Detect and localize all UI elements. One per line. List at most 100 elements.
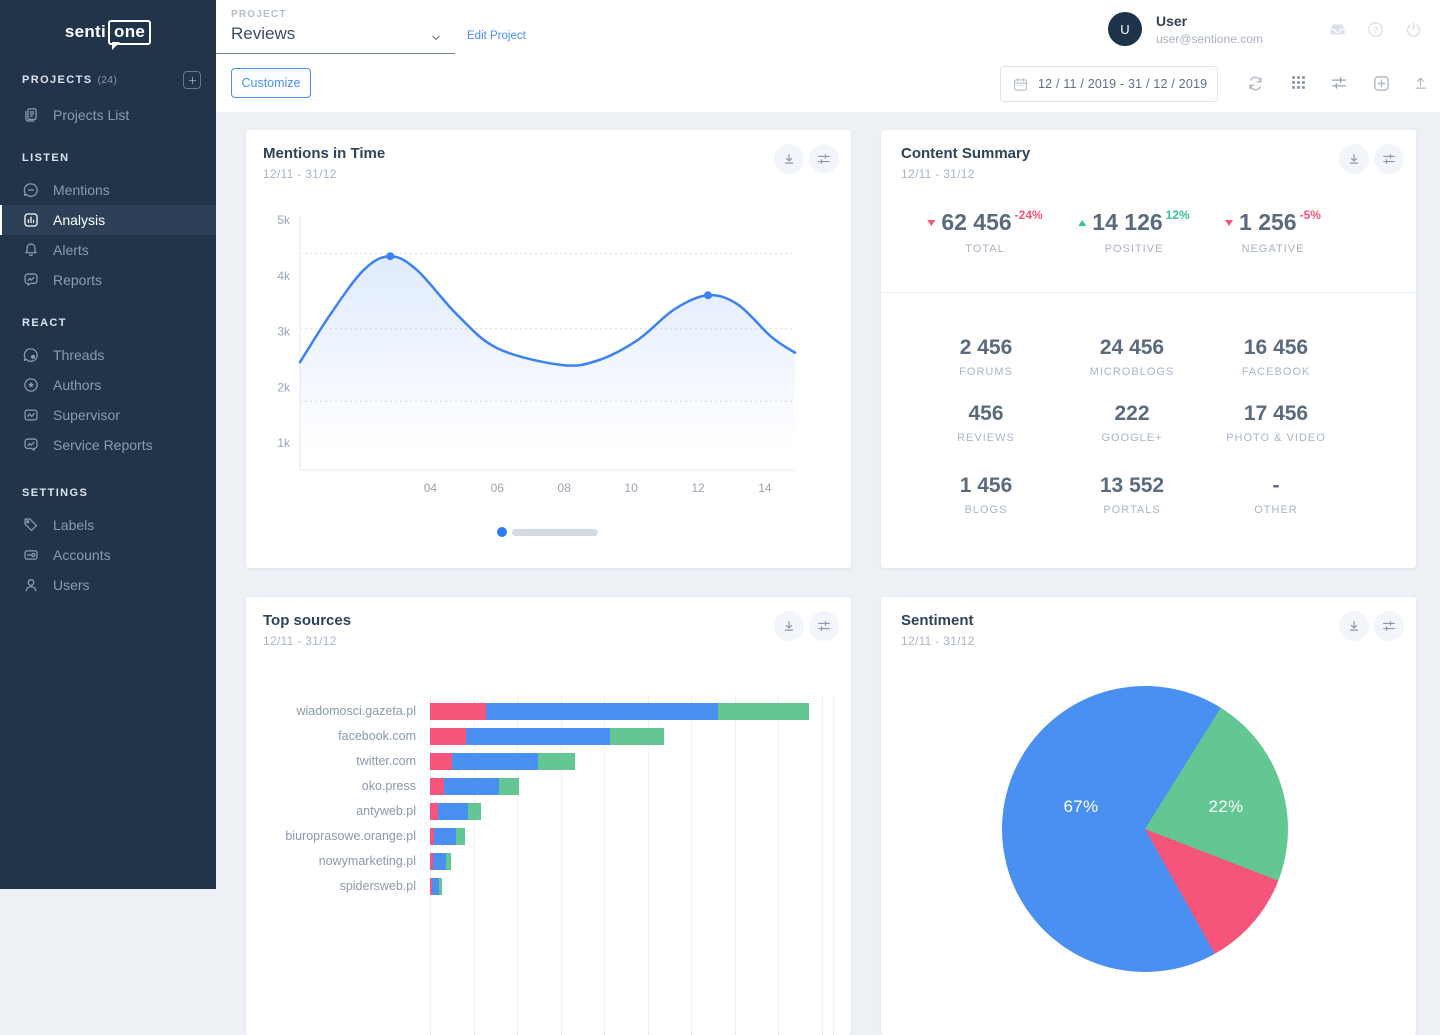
stat-blogs: 1 456 BLOGS <box>960 474 1013 516</box>
trend-down-icon <box>927 220 936 226</box>
carousel-scrollbar[interactable] <box>512 529 598 536</box>
grid-view-icon[interactable] <box>1290 74 1307 91</box>
card-date-range: 12/11 - 31/12 <box>901 634 975 648</box>
bar-segment-neutral <box>486 703 718 720</box>
add-project-button[interactable] <box>183 71 201 89</box>
stat-value: 1 456 <box>959 474 1013 497</box>
customize-button[interactable]: Customize <box>231 68 311 98</box>
sentiment-card: Sentiment 12/11 - 31/12 67% 22% <box>881 597 1416 1035</box>
gridline <box>517 695 518 1035</box>
stacked-bar[interactable] <box>430 803 481 820</box>
source-label: antyweb.pl <box>356 804 416 818</box>
source-label: nowymarketing.pl <box>318 854 416 868</box>
sidebar-item-supervisor[interactable]: Supervisor <box>0 400 216 430</box>
stacked-bar[interactable] <box>430 778 519 795</box>
sidebar-item-authors[interactable]: Authors <box>0 370 216 400</box>
sidebar-item-analysis[interactable]: Analysis <box>0 205 216 235</box>
download-icon[interactable] <box>1339 611 1369 641</box>
stacked-bar[interactable] <box>430 878 442 895</box>
stat-value: 13 552 <box>1099 474 1165 497</box>
source-row: facebook.com <box>246 724 851 749</box>
bar-segment-positive <box>439 878 442 895</box>
sidebar-item-projects-list[interactable]: Projects List <box>0 100 216 130</box>
widget-settings-icon[interactable] <box>1374 144 1404 174</box>
sidebar-item-label: Analysis <box>53 212 106 228</box>
section-react: REACT <box>22 317 67 329</box>
bar-segment-neutral <box>434 828 456 845</box>
sidebar-item-users[interactable]: Users <box>0 570 216 600</box>
sidebar-item-accounts[interactable]: Accounts <box>0 540 216 570</box>
user-menu[interactable]: U User user@sentione.com <box>1108 12 1263 46</box>
project-select[interactable]: PROJECT Reviews <box>216 0 455 54</box>
sidebar-item-reports[interactable]: Reports <box>0 265 216 295</box>
download-icon[interactable] <box>774 144 804 174</box>
y-axis-tick: 1k <box>277 436 291 450</box>
stacked-bar[interactable] <box>430 853 451 870</box>
data-point-marker[interactable] <box>704 291 712 300</box>
bar-segment-positive <box>456 828 465 845</box>
gridline <box>691 695 692 1035</box>
kpi-value-row: 62 456 -24% <box>927 208 1043 236</box>
add-widget-icon[interactable] <box>1372 74 1391 93</box>
date-range-picker[interactable]: 12 / 11 / 2019 - 31 / 12 / 2019 <box>1000 66 1218 102</box>
widget-settings-icon[interactable] <box>809 611 839 641</box>
source-row: spidersweb.pl <box>246 874 851 899</box>
edit-project-link[interactable]: Edit Project <box>467 30 526 42</box>
person-icon <box>25 579 37 592</box>
divider <box>881 292 1416 293</box>
inbox-icon[interactable] <box>1328 20 1347 39</box>
card-title: Mentions in Time <box>263 145 386 162</box>
bar-segment-neutral <box>433 853 446 870</box>
sidebar-item-mentions[interactable]: Mentions <box>0 175 216 205</box>
stat-label: FACEBOOK <box>1241 366 1311 378</box>
top-bar: PROJECT Reviews Edit Project U User user… <box>216 0 1440 112</box>
top-sources-card: Top sources 12/11 - 31/12 wiadomosci.gaz… <box>246 597 851 1035</box>
data-point-marker[interactable] <box>386 252 395 261</box>
gridline <box>647 695 649 1035</box>
kpi-positive: 14 126 12% POSITIVE <box>1078 208 1190 255</box>
stat-other: - OTHER <box>1254 474 1298 516</box>
gridline <box>473 695 475 1035</box>
stacked-bar[interactable] <box>430 753 575 770</box>
gridline <box>604 695 605 1035</box>
section-listen: LISTEN <box>22 152 70 164</box>
stat-microblogs: 24 456 MICROBLOGS <box>1090 336 1175 378</box>
sidebar-item-alerts[interactable]: Alerts <box>0 235 216 265</box>
sidebar-item-service-reports[interactable]: Service Reports <box>0 430 216 460</box>
stacked-bar[interactable] <box>430 728 664 745</box>
refresh-icon[interactable] <box>1246 74 1265 93</box>
download-icon[interactable] <box>774 611 804 641</box>
kpi-change: -5% <box>1299 208 1321 222</box>
card-title: Top sources <box>263 612 352 629</box>
service-report-bubble-icon <box>24 438 38 451</box>
power-icon[interactable] <box>1404 20 1423 39</box>
tag-icon <box>24 518 38 532</box>
kpi-value: 62 456 <box>941 209 1012 235</box>
stat-value: 24 456 <box>1099 336 1165 359</box>
bar-segment-positive <box>499 778 519 795</box>
stacked-bar[interactable] <box>430 828 465 845</box>
x-axis-tick: 08 <box>558 481 572 495</box>
export-icon[interactable] <box>1412 74 1429 91</box>
bar-segment-positive <box>446 853 451 870</box>
sidebar-item-label: Accounts <box>53 547 111 563</box>
stat-value: - <box>1272 474 1280 497</box>
bar-segment-negative <box>430 728 466 745</box>
sidebar-item-threads[interactable]: Threads <box>0 340 216 370</box>
bar-segment-negative <box>430 753 452 770</box>
kpi-label: POSITIVE <box>1104 243 1164 255</box>
carousel-dot[interactable] <box>497 527 507 537</box>
bar-segment-negative <box>430 853 433 870</box>
sidebar-item-labels[interactable]: Labels <box>0 510 216 540</box>
filters-icon[interactable] <box>1330 74 1348 92</box>
help-icon[interactable]: ? <box>1366 20 1385 39</box>
card-title: Content Summary <box>901 145 1031 162</box>
bell-icon <box>25 243 37 257</box>
download-icon[interactable] <box>1339 144 1369 174</box>
stat-label: MICROBLOGS <box>1089 366 1175 378</box>
stacked-bar[interactable] <box>430 703 809 720</box>
kpi-total: 62 456 -24% TOTAL <box>927 208 1043 255</box>
stat-label: GOOGLE+ <box>1101 432 1163 444</box>
widget-settings-icon[interactable] <box>809 144 839 174</box>
widget-settings-icon[interactable] <box>1374 611 1404 641</box>
